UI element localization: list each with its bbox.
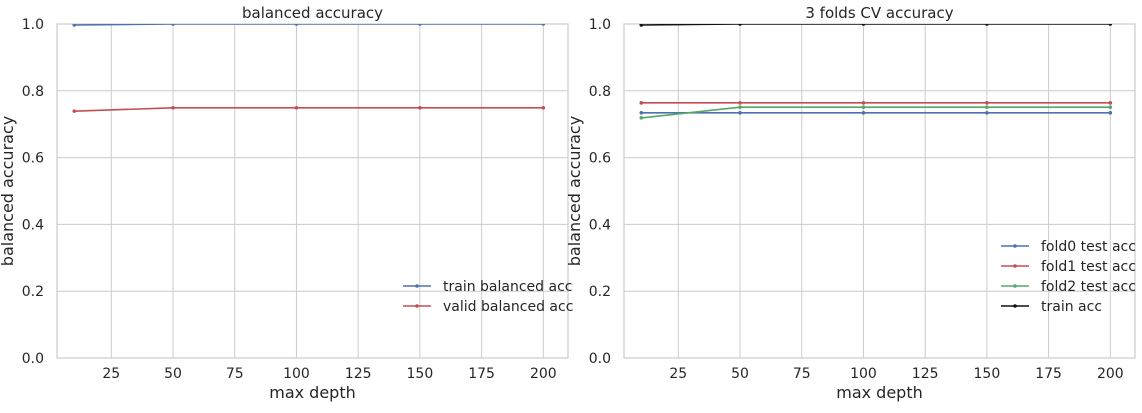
x-tick-label: 50 — [731, 366, 749, 382]
x-tick-label: 75 — [226, 366, 244, 382]
data-point — [171, 106, 175, 110]
data-point — [738, 101, 742, 105]
data-point — [639, 24, 644, 27]
x-axis-label: max depth — [836, 383, 923, 402]
legend-label: train balanced acc — [443, 279, 572, 295]
data-point — [1108, 101, 1113, 105]
x-tick-label: 150 — [974, 366, 1001, 382]
y-tick-label: 0.2 — [589, 284, 611, 300]
data-point — [861, 101, 866, 105]
y-tick-label: 0.4 — [589, 217, 611, 233]
data-point — [738, 111, 742, 115]
x-tick-label: 100 — [850, 366, 877, 382]
x-tick-label: 150 — [407, 366, 434, 382]
legend-label: valid balanced acc — [443, 299, 573, 315]
y-tick-label: 0.0 — [22, 351, 44, 367]
series-1-group — [639, 101, 1113, 105]
data-point — [1108, 24, 1113, 26]
y-tick-label: 0.6 — [22, 151, 44, 167]
legend-label: fold2 test acc — [1041, 279, 1136, 295]
x-tick-label: 100 — [283, 366, 310, 382]
data-point — [418, 106, 422, 110]
series-1-group — [72, 106, 546, 113]
data-point — [1108, 105, 1113, 109]
data-point — [985, 105, 989, 109]
data-point — [294, 106, 299, 110]
data-point — [72, 109, 77, 113]
legend-label: fold0 test acc — [1041, 239, 1136, 255]
data-point — [639, 116, 644, 120]
series-0-group — [72, 24, 546, 27]
chart-panel-0: 25 50 75 100 125 150 175 200 0.0 0.2 0.4 0.6 0.8 1.0 m… — [0, 4, 573, 402]
data-point — [541, 106, 546, 110]
data-point — [171, 24, 175, 26]
y-tick-label: 0.8 — [589, 84, 611, 100]
legend-marker — [415, 304, 419, 308]
chart-title: 3 folds CV accuracy — [805, 4, 953, 22]
legend-marker — [415, 284, 419, 288]
legend: train balanced acc valid balanced acc — [403, 279, 573, 315]
data-point — [861, 24, 866, 26]
legend-marker — [1013, 264, 1017, 268]
x-tick-label: 175 — [1035, 366, 1062, 382]
legend-marker — [1013, 244, 1017, 248]
y-tick-label: 0.4 — [22, 217, 44, 233]
x-tick-label: 125 — [912, 366, 939, 382]
data-point — [639, 101, 644, 105]
x-axis-label: max depth — [269, 383, 356, 402]
data-point — [985, 24, 989, 26]
series-line-1 — [74, 107, 544, 112]
x-tick-label: 50 — [164, 366, 182, 382]
data-point — [1108, 111, 1113, 115]
y-tick-label: 0.8 — [22, 84, 44, 100]
data-point — [639, 111, 644, 115]
y-axis-label: balanced accuracy — [0, 116, 17, 266]
data-point — [418, 24, 422, 26]
y-tick-label: 1.0 — [589, 17, 611, 33]
x-tick-label: 25 — [102, 366, 120, 382]
legend: fold0 test acc fold1 test acc fold2 test a… — [1001, 239, 1136, 315]
y-axis-label: balanced accuracy — [565, 116, 584, 266]
legend-marker — [1013, 284, 1017, 288]
series-line-3 — [641, 24, 1111, 26]
data-point — [294, 24, 299, 26]
legend-marker — [1013, 304, 1017, 308]
x-tick-label: 175 — [468, 366, 495, 382]
data-point — [738, 105, 742, 109]
series-3-group — [639, 24, 1113, 27]
y-tick-label: 1.0 — [22, 17, 44, 33]
data-point — [738, 24, 742, 26]
series-2-group — [639, 105, 1113, 120]
chart-panel-1: 25 50 75 100 125 150 175 200 0.0 0.2 0.4 0.6 0.8 1.0 m… — [565, 4, 1136, 402]
data-point — [985, 111, 989, 115]
x-tick-label: 25 — [669, 366, 687, 382]
y-tick-label: 0.6 — [589, 151, 611, 167]
data-point — [985, 101, 989, 105]
legend-label: fold1 test acc — [1041, 259, 1136, 275]
y-tick-label: 0.2 — [22, 284, 44, 300]
data-point — [541, 24, 546, 26]
y-tick-label: 0.0 — [589, 351, 611, 367]
data-point — [861, 111, 866, 115]
x-tick-label: 200 — [1097, 366, 1124, 382]
legend-label: train acc — [1041, 299, 1102, 315]
x-tick-label: 125 — [345, 366, 372, 382]
x-tick-label: 75 — [793, 366, 811, 382]
series-0-group — [639, 111, 1113, 115]
x-tick-label: 200 — [530, 366, 557, 382]
chart-title: balanced accuracy — [242, 4, 383, 22]
data-point — [72, 24, 77, 27]
series-line-0 — [74, 24, 544, 26]
data-point — [861, 105, 866, 109]
